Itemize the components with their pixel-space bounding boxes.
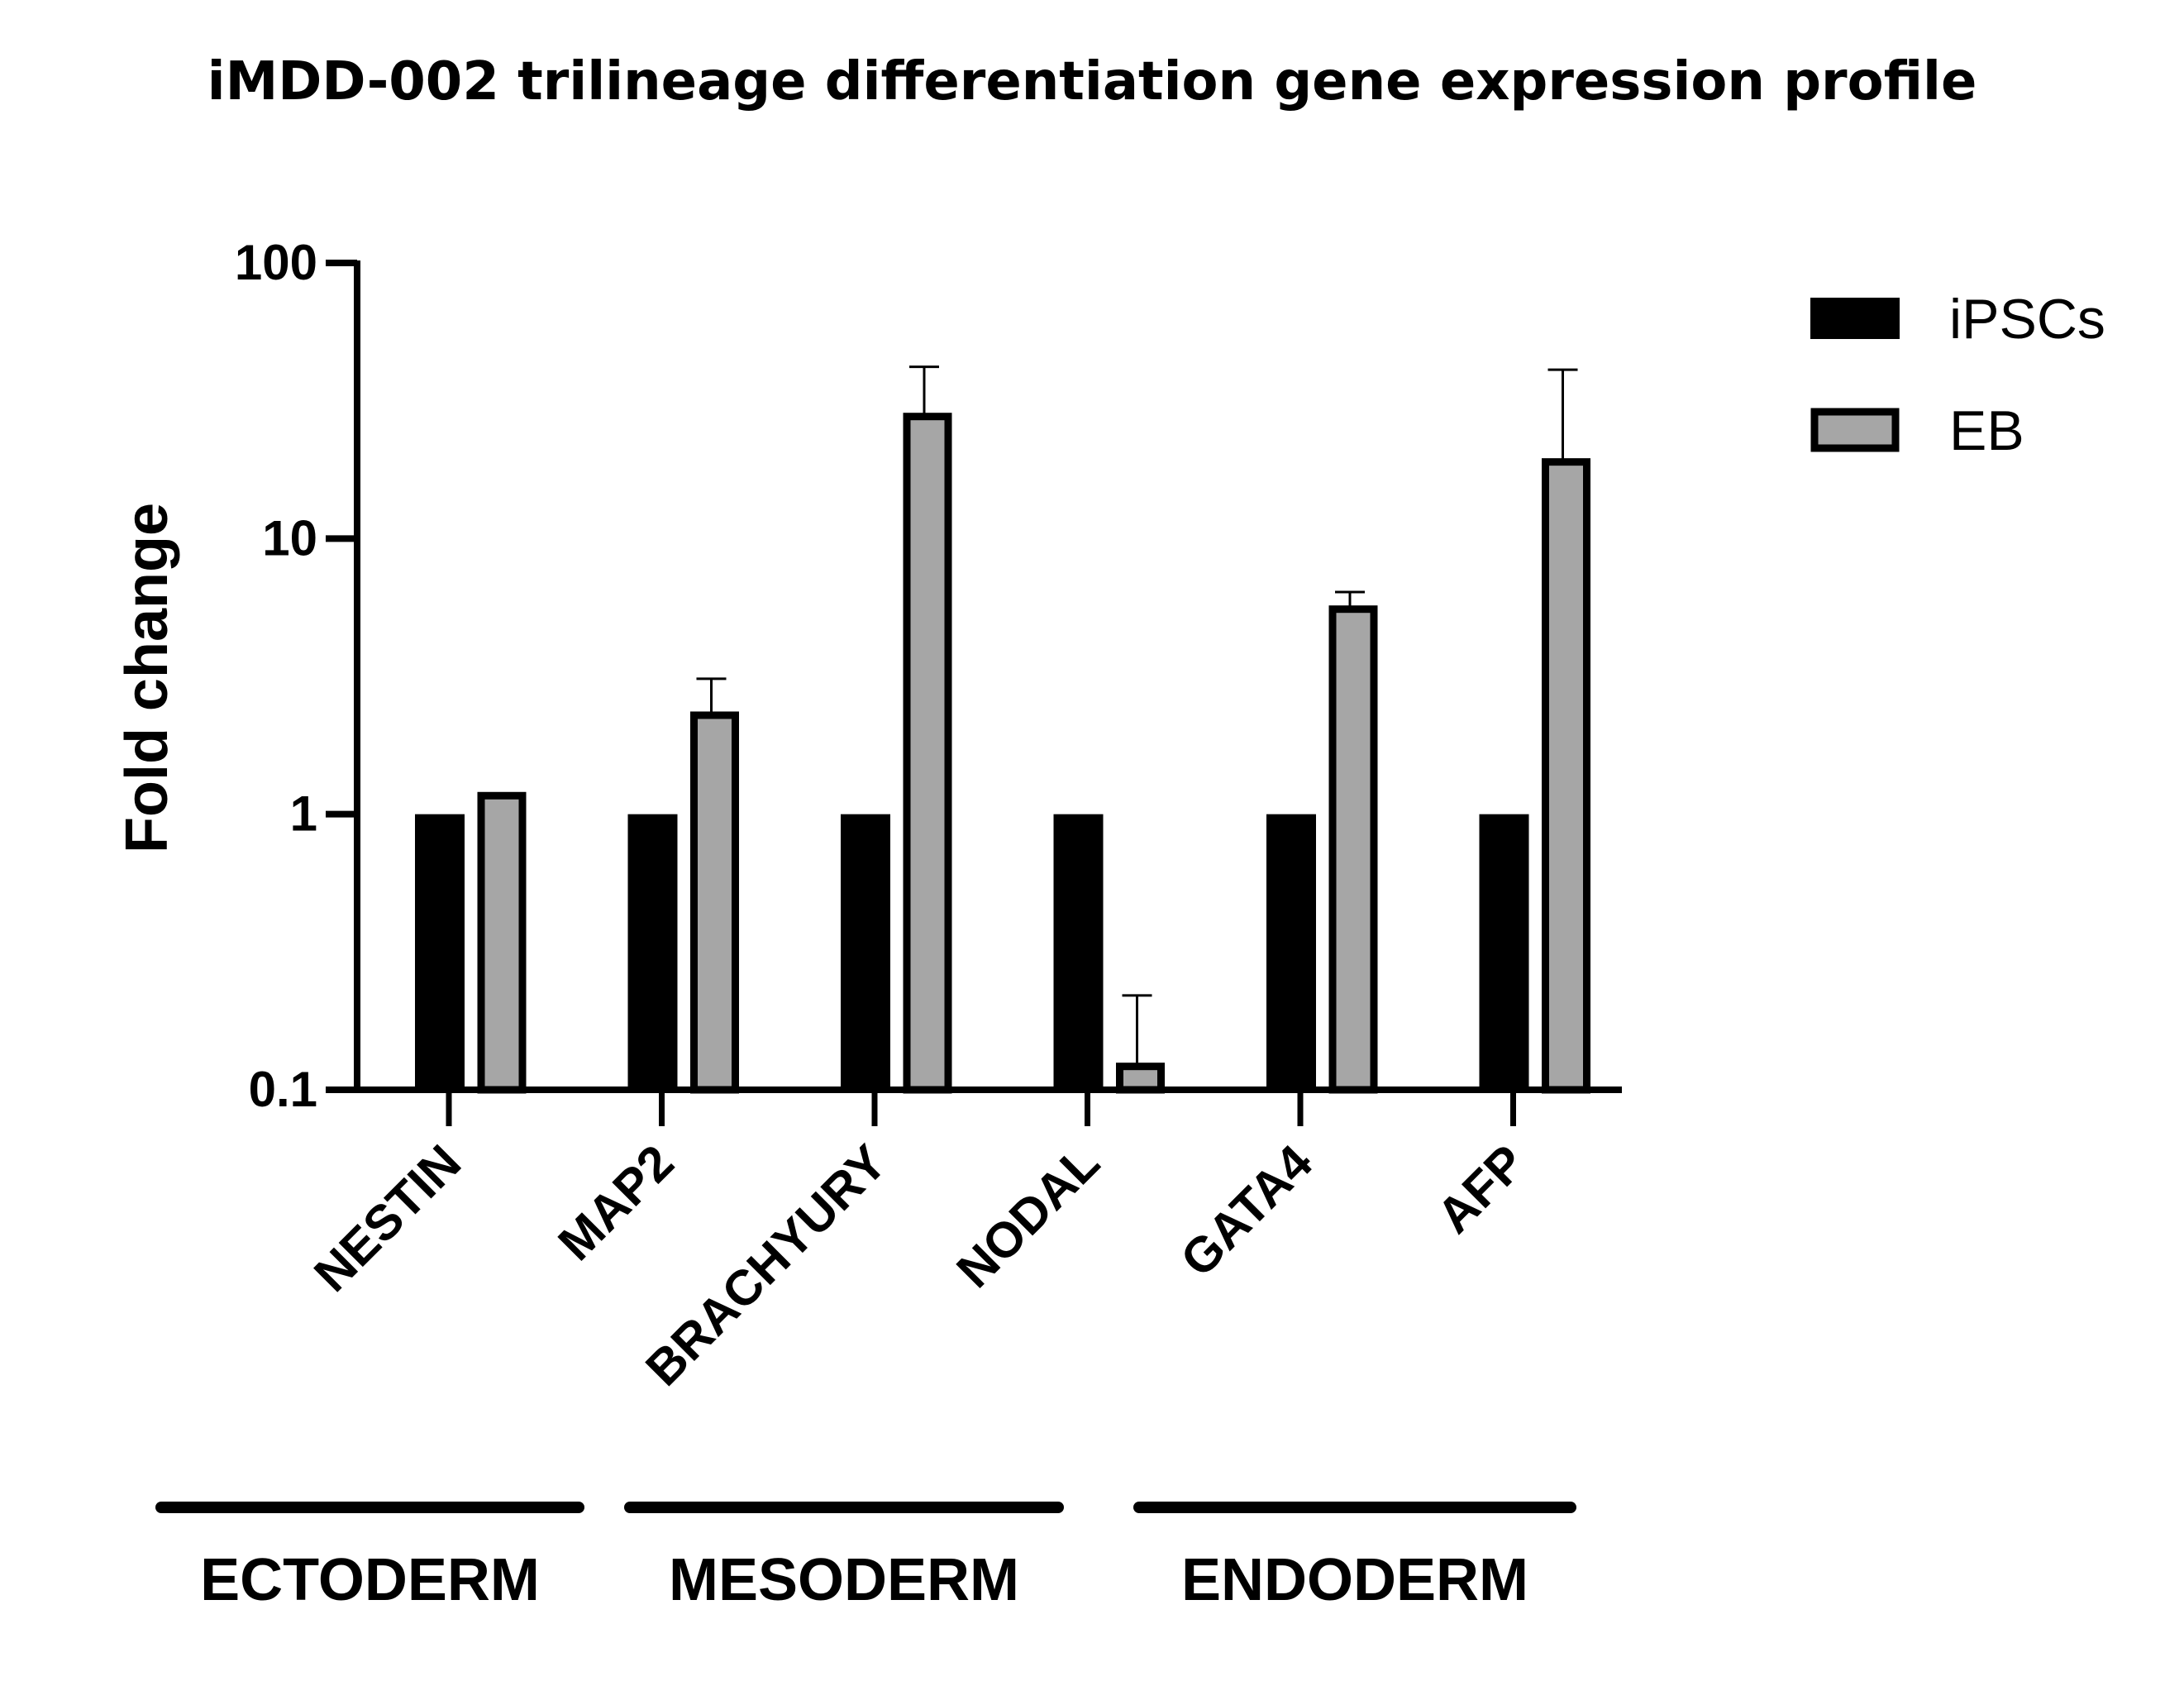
legend-label-ipscs: iPSCs bbox=[1949, 288, 2105, 351]
bar-eb-gata4 bbox=[1328, 605, 1378, 1094]
y-tick-label: 1 bbox=[290, 786, 317, 842]
group-label-mesoderm: MESODERM bbox=[669, 1547, 1019, 1613]
germ-layer-groups: ECTODERM MESODERM ENDODERM bbox=[155, 1502, 1576, 1613]
bars bbox=[415, 365, 1590, 1094]
bar-ipscs-gata4 bbox=[1266, 814, 1316, 1090]
category-label-afp: AFP bbox=[1426, 1134, 1535, 1244]
chart-title: iMDD-002 trilineage differentiation gene… bbox=[207, 51, 1977, 112]
bar-ipscs-afp bbox=[1479, 814, 1529, 1090]
bar-ipscs-map2 bbox=[627, 814, 678, 1090]
bar-ipscs-nestin bbox=[415, 814, 465, 1090]
legend-label-eb: EB bbox=[1949, 399, 2024, 462]
category-label-nestin: NESTIN bbox=[303, 1134, 471, 1302]
group-label-endoderm: ENDODERM bbox=[1181, 1547, 1528, 1613]
y-tick-label: 10 bbox=[262, 510, 317, 566]
category-label-nodal: NODAL bbox=[946, 1134, 1109, 1298]
y-tick-label: 0.1 bbox=[249, 1062, 317, 1117]
legend: iPSCs EB bbox=[1810, 288, 2105, 462]
bar-eb-nestin bbox=[477, 791, 527, 1094]
legend-swatch-ipscs bbox=[1810, 298, 1900, 339]
bar-ipscs-brachyury bbox=[841, 814, 890, 1090]
bar-ipscs-nodal bbox=[1053, 814, 1104, 1090]
bar-eb-nodal bbox=[1116, 1063, 1165, 1094]
axes: 0.1 1 10 100 Fold change bbox=[114, 235, 1622, 1126]
bar-eb-brachyury bbox=[903, 413, 952, 1094]
legend-swatch-eb bbox=[1810, 408, 1900, 452]
y-tick-label: 100 bbox=[235, 235, 317, 290]
bar-eb-map2 bbox=[690, 711, 739, 1094]
y-axis-label: Fold change bbox=[114, 503, 180, 853]
category-label-gata4: GATA4 bbox=[1170, 1134, 1323, 1287]
category-label-map2: MAP2 bbox=[547, 1134, 684, 1271]
bar-eb-afp bbox=[1542, 458, 1590, 1094]
group-label-ectoderm: ECTODERM bbox=[200, 1547, 540, 1613]
